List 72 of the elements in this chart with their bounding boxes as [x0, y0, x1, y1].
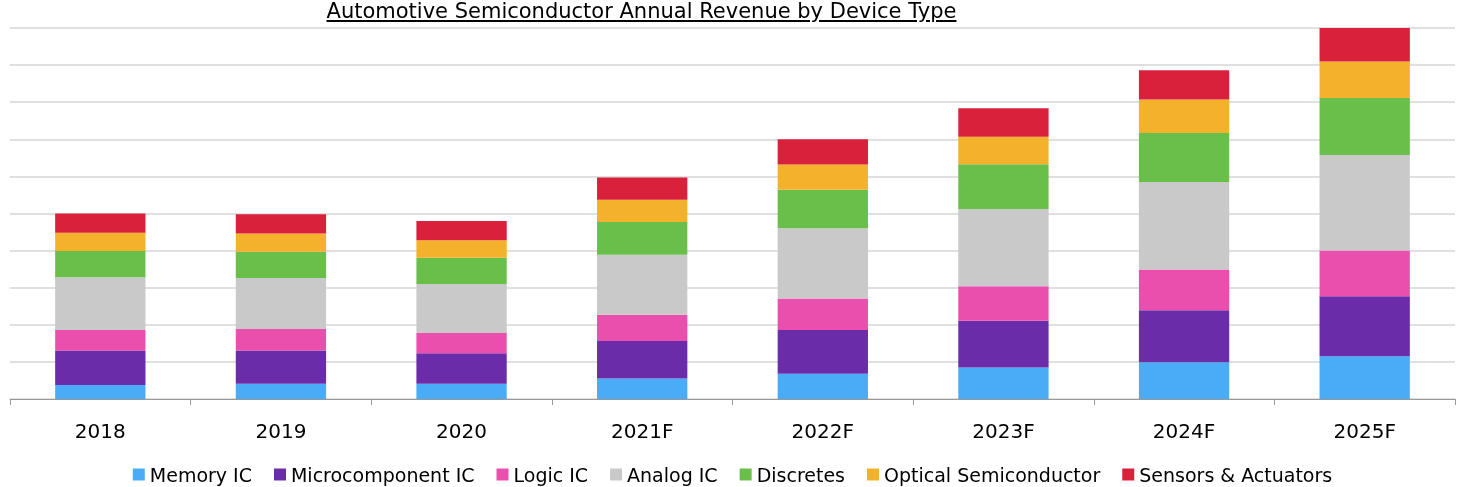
bar: [958, 320, 1049, 368]
bar: [958, 286, 1049, 321]
bar: [1319, 61, 1410, 99]
x-tick-label: 2021F: [610, 419, 674, 443]
bar: [1319, 296, 1410, 357]
bar: [1138, 99, 1230, 133]
bar: [235, 214, 327, 234]
bar: [416, 257, 507, 284]
bar: [1138, 132, 1230, 182]
bar: [958, 108, 1049, 137]
bar: [1138, 310, 1230, 363]
bar: [777, 298, 868, 330]
x-tick-label: 2022F: [791, 419, 855, 443]
legend-label: Microcomponent IC: [290, 463, 475, 486]
x-tick-label: 2018: [74, 419, 126, 443]
legend-label: Sensors & Actuators: [1139, 463, 1333, 486]
x-tick-label: 2024F: [1152, 419, 1216, 443]
bar: [235, 383, 327, 399]
bar: [55, 250, 146, 278]
legend-label: Optical Semiconductor: [884, 463, 1101, 486]
bar: [416, 332, 507, 354]
x-tick-label: 2020: [436, 419, 488, 443]
legend-label: Memory IC: [149, 463, 252, 486]
bar: [235, 233, 327, 252]
bar: [55, 329, 146, 351]
bar: [597, 177, 688, 200]
bar: [55, 232, 146, 251]
x-tick-label: 2023F: [972, 419, 1035, 443]
bar: [55, 277, 146, 330]
bar: [777, 164, 868, 190]
bar: [1138, 269, 1230, 311]
bar: [1319, 154, 1410, 251]
bar: [416, 283, 507, 333]
bar: [777, 329, 868, 374]
bar: [416, 383, 507, 399]
legend-label: Logic IC: [513, 463, 589, 486]
bar: [235, 350, 327, 384]
legend-label: Analog IC: [627, 463, 718, 486]
bar: [416, 240, 507, 258]
x-tick-label: 2019: [255, 419, 307, 443]
bar: [1319, 98, 1410, 155]
bar: [235, 251, 327, 279]
bar: [235, 278, 327, 329]
legend-label: Discretes: [756, 463, 846, 486]
bar: [597, 378, 688, 399]
bar: [1138, 70, 1230, 100]
bar: [1319, 356, 1410, 399]
bar: [958, 136, 1049, 165]
bar: [1319, 250, 1410, 297]
bar: [597, 199, 688, 223]
bar: [55, 350, 146, 385]
bar: [416, 220, 507, 241]
bar: [55, 384, 146, 399]
bar: [597, 254, 688, 315]
bar: [958, 367, 1049, 399]
chart-title: Automotive Semiconductor Annual Revenue by Device Type: [325, 0, 958, 23]
bar: [777, 139, 868, 165]
bar: [597, 314, 688, 342]
bar: [777, 189, 868, 229]
bar: [597, 341, 688, 379]
bar: [1138, 362, 1230, 399]
bar: [55, 213, 146, 233]
bar: [1319, 28, 1410, 62]
bar: [1138, 181, 1230, 270]
bar: [777, 228, 868, 299]
bar: [235, 328, 327, 351]
bar: [958, 209, 1049, 287]
bar: [777, 373, 868, 399]
bar: [958, 164, 1049, 210]
bar: [597, 222, 688, 255]
bar: [416, 353, 507, 384]
x-tick-label: 2025F: [1333, 419, 1396, 443]
